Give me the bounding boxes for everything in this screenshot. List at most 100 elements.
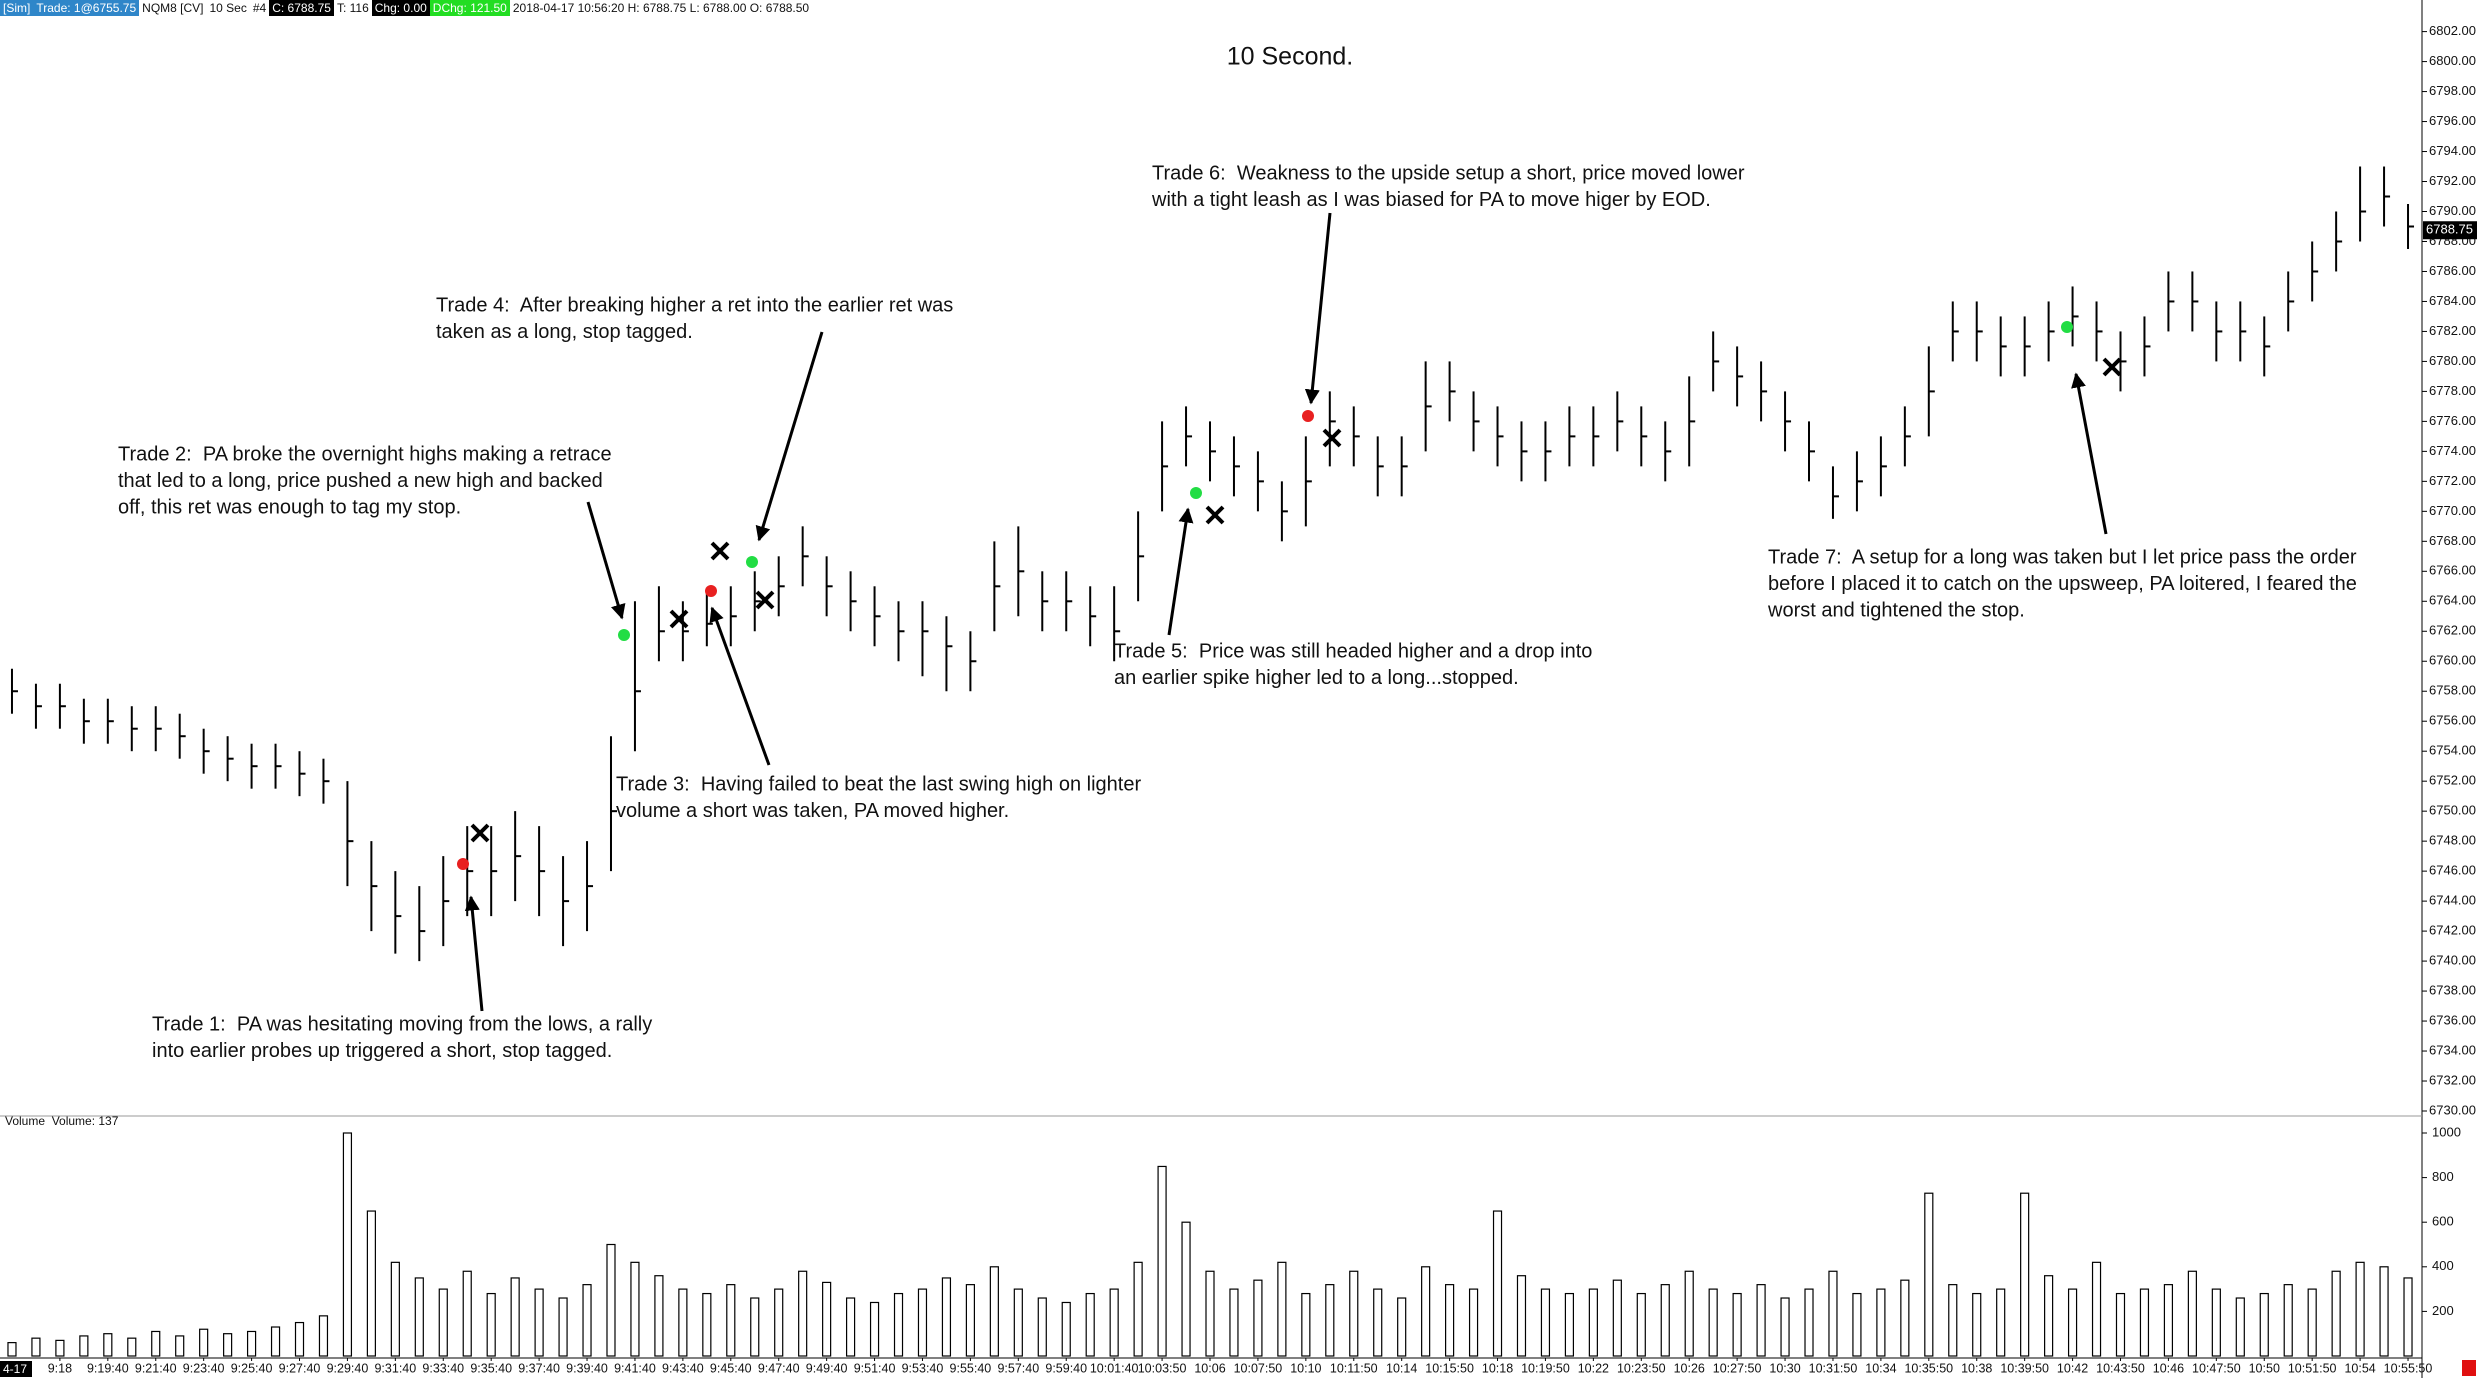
y-tick-label: 6792.00 xyxy=(2429,173,2476,188)
volume-bar xyxy=(31,1337,41,1357)
y-tick-label: 6742.00 xyxy=(2429,923,2476,938)
volume-bar xyxy=(79,1335,89,1357)
y-tick-label: 6802.00 xyxy=(2429,23,2476,38)
volume-bar xyxy=(1109,1288,1119,1357)
volume-bar xyxy=(1564,1292,1575,1357)
volume-bar xyxy=(2235,1297,2245,1357)
volume-bar xyxy=(1708,1288,1718,1357)
volume-bar xyxy=(702,1292,712,1357)
volume-bar xyxy=(1996,1288,2006,1357)
exit-mark xyxy=(470,823,490,843)
arrow xyxy=(1167,507,1194,636)
x-tick-label: 10:43:50 xyxy=(2096,1361,2145,1375)
y-tick-label: 6732.00 xyxy=(2429,1072,2476,1087)
plot-area: 6730.00 6732.00 6734.00 6736.00 6738.00 6740.… xyxy=(7,23,2477,1375)
x-tick-label: 10:55:50 xyxy=(2384,1361,2433,1375)
entry-short xyxy=(705,585,717,597)
annotation-line: an earlier spike higher led to a long...… xyxy=(1114,667,1519,689)
annotations: Trade 1: PA was hesitating moving from t… xyxy=(118,162,2357,1062)
x-tick-label: 10:07:50 xyxy=(1234,1361,1283,1375)
y-tick-label: 6746.00 xyxy=(2429,863,2476,878)
annotation-line: with a tight leash as I was biased for P… xyxy=(1151,189,1711,211)
volume-bar xyxy=(2403,1277,2413,1357)
volume-tick-label: 400 xyxy=(2432,1258,2454,1273)
status-segment: T: 116 xyxy=(336,1,369,15)
entry-short xyxy=(1302,410,1314,422)
volume-bar xyxy=(2067,1288,2078,1357)
x-tick-label: 10:18 xyxy=(1482,1361,1513,1375)
volume-bar xyxy=(1133,1261,1143,1357)
volume-bar xyxy=(2115,1292,2126,1357)
x-tick-label: 10:10 xyxy=(1290,1361,1321,1375)
status-segment: C: 6788.75 xyxy=(269,0,334,16)
volume-bar xyxy=(2355,1261,2365,1357)
volume-bar xyxy=(1205,1270,1215,1357)
volume-bar xyxy=(486,1292,496,1357)
volume-bar xyxy=(1085,1292,1095,1357)
x-tick-label: 9:19:40 xyxy=(87,1361,129,1375)
y-tick-label: 6764.00 xyxy=(2429,593,2476,608)
volume-bar xyxy=(774,1288,784,1357)
x-tick-label: 9:18 xyxy=(48,1361,72,1375)
volume-bar xyxy=(1684,1270,1694,1357)
volume-bar xyxy=(1828,1270,1838,1357)
volume-bar xyxy=(1636,1292,1646,1357)
volume-bar xyxy=(606,1243,616,1357)
volume-bar xyxy=(414,1277,424,1357)
exit-mark xyxy=(755,590,775,610)
annotation-line: Trade 4: After breaking higher a ret int… xyxy=(436,294,953,316)
date-box xyxy=(0,1361,32,1377)
volume-bar xyxy=(1421,1266,1431,1357)
annotation-line: volume a short was taken, PA moved highe… xyxy=(616,800,1009,822)
volume-bar xyxy=(438,1288,448,1357)
y-tick-label: 6778.00 xyxy=(2429,383,2476,398)
annotation-line: before I placed it to catch on the upswe… xyxy=(1768,573,2357,595)
volume-bar xyxy=(1852,1292,1862,1357)
volume-bar xyxy=(2091,1261,2102,1357)
entry-long xyxy=(2061,321,2073,333)
x-tick-label: 10:30 xyxy=(1769,1361,1800,1375)
chart-title: 10 Second. xyxy=(1227,43,1354,71)
y-tick-label: 6766.00 xyxy=(2429,563,2476,578)
volume-bar xyxy=(1780,1297,1790,1357)
volume-bar xyxy=(798,1270,808,1357)
volume-tick-label: 600 xyxy=(2432,1214,2454,1229)
y-tick-label: 6734.00 xyxy=(2429,1042,2476,1057)
volume-bar xyxy=(917,1288,928,1357)
x-tick-label: 10:46 xyxy=(2153,1361,2184,1375)
status-segment: Trade: 1@6755.75 xyxy=(33,0,140,16)
trade-overlay xyxy=(457,212,2122,1012)
y-tick-label: 6790.00 xyxy=(2429,203,2476,218)
x-tick-label: 10:11:50 xyxy=(1330,1361,1378,1375)
volume-bar xyxy=(510,1277,520,1357)
volume-bar xyxy=(390,1261,400,1357)
volume-bar xyxy=(2283,1284,2293,1357)
volume-bar xyxy=(558,1297,568,1357)
volume-bar xyxy=(1756,1284,1766,1357)
y-tick-label: 6786.00 xyxy=(2429,263,2476,278)
volume-bar xyxy=(1660,1284,1670,1357)
volume-bar xyxy=(1516,1275,1527,1357)
volume-bar xyxy=(726,1284,736,1357)
x-tick-label: 10:03:50 xyxy=(1138,1361,1187,1375)
x-tick-label: 9:21:40 xyxy=(135,1361,177,1375)
volume-bar xyxy=(822,1281,832,1357)
x-tick-label: 10:26 xyxy=(1674,1361,1705,1375)
x-tick-label: 10:35:50 xyxy=(1904,1361,1953,1375)
volume-bar xyxy=(845,1297,856,1357)
volume-bar xyxy=(1924,1192,1934,1357)
volume-bar xyxy=(1972,1292,1982,1357)
arrow xyxy=(1304,212,1332,405)
volume-bar xyxy=(678,1288,688,1357)
volume-bar xyxy=(1540,1288,1551,1357)
volume-bar xyxy=(965,1284,975,1357)
volume-bar xyxy=(1732,1292,1742,1357)
volume-bar xyxy=(1061,1301,1071,1357)
y-tick-label: 6752.00 xyxy=(2429,773,2476,788)
x-tick-label: 10:47:50 xyxy=(2192,1361,2241,1375)
x-tick-label: 10:34 xyxy=(1865,1361,1896,1375)
annotation-line: worst and tightened the stop. xyxy=(1767,599,2025,621)
volume-bar xyxy=(1181,1221,1191,1357)
annotation-line: Trade 5: Price was still headed higher a… xyxy=(1114,640,1592,662)
